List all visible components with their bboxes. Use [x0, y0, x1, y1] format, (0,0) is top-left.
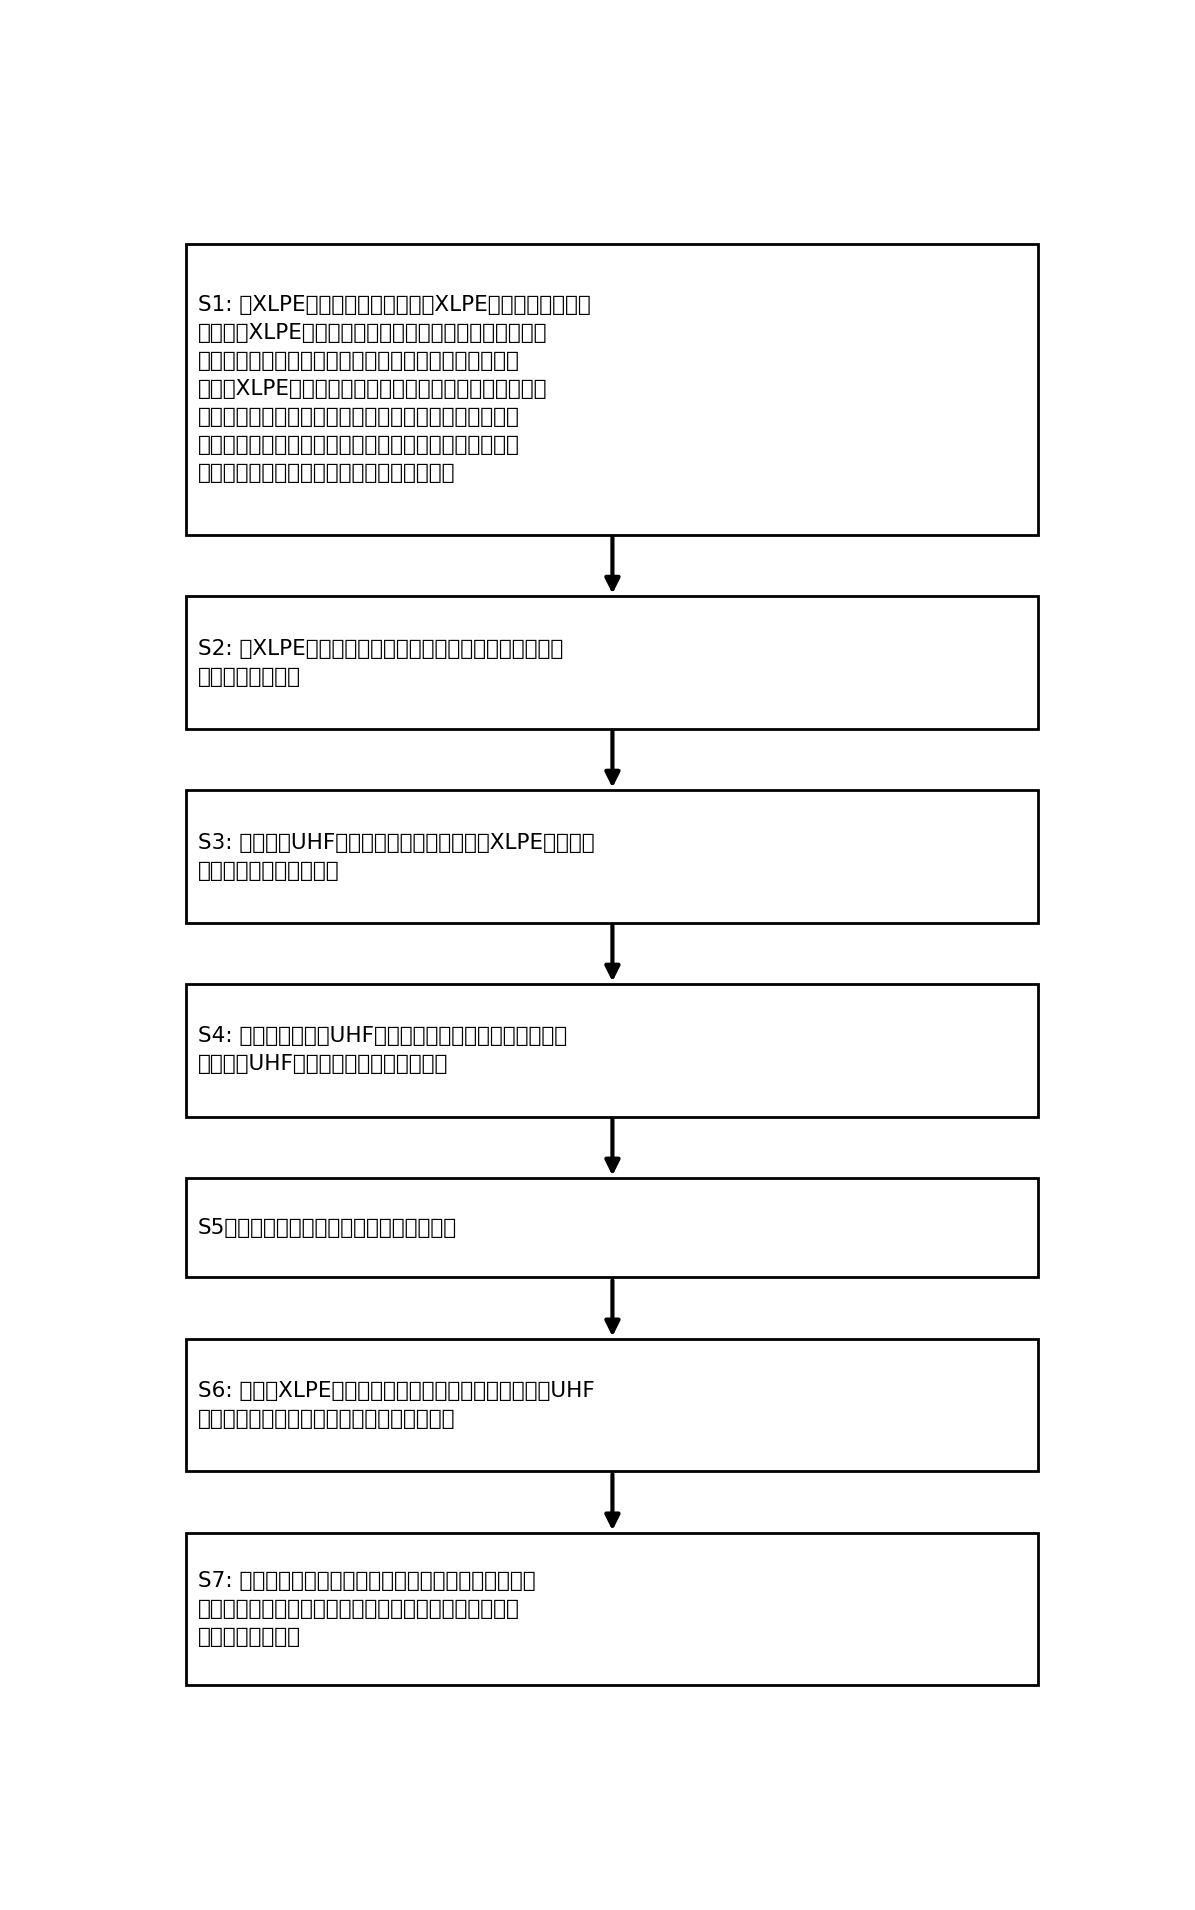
Text: S4: 对包裹后的所述UHF传感器的首尾两端进行无缝焊接；
并将所述UHF传感器通过引出电缆引出；: S4: 对包裹后的所述UHF传感器的首尾两端进行无缝焊接； 并将所述UHF传感器…	[197, 1026, 566, 1075]
FancyBboxPatch shape	[186, 1339, 1038, 1471]
Text: S2: 在XLPE电力电缆附件的裸露的环带状绝缘层的外表面
设置应力缓冲层；: S2: 在XLPE电力电缆附件的裸露的环带状绝缘层的外表面 设置应力缓冲层；	[197, 638, 563, 686]
Text: S7: 首先，在所述防水胶带层的外部设置保护铜壳；然后
，在所述防水胶带层与所述保护铜壳的内壁形成的空间内
浇筑防水密封胶。: S7: 首先，在所述防水胶带层的外部设置保护铜壳；然后 ，在所述防水胶带层与所述…	[197, 1572, 535, 1646]
Text: S1: 在XLPE电力电缆的接头处设置XLPE电力电缆附件，其
中，所述XLPE电力电缆附件由内到外依次包括内半导电层
、绝缘层和两个外半导电层，所述内半导电层: S1: 在XLPE电力电缆的接头处设置XLPE电力电缆附件，其 中，所述XLPE…	[197, 296, 590, 483]
FancyBboxPatch shape	[186, 244, 1038, 535]
FancyBboxPatch shape	[186, 1178, 1038, 1278]
FancyBboxPatch shape	[186, 1534, 1038, 1685]
FancyBboxPatch shape	[186, 791, 1038, 923]
Text: S5：将所述外半导电层通过接地铜网接地；: S5：将所述外半导电层通过接地铜网接地；	[197, 1219, 456, 1238]
Text: S3: 将片状的UHF传感器环状包裹围绕在所述XLPE电力电缆
附件应力缓冲层的外侧；: S3: 将片状的UHF传感器环状包裹围绕在所述XLPE电力电缆 附件应力缓冲层的…	[197, 833, 594, 881]
FancyBboxPatch shape	[186, 596, 1038, 728]
FancyBboxPatch shape	[186, 984, 1038, 1117]
Text: S6: 在所述XLPE电力电缆附件的所述外半导电层及所述UHF
传感器外表面缠绕防水胶带形成防水胶带层；: S6: 在所述XLPE电力电缆附件的所述外半导电层及所述UHF 传感器外表面缠绕…	[197, 1381, 594, 1429]
